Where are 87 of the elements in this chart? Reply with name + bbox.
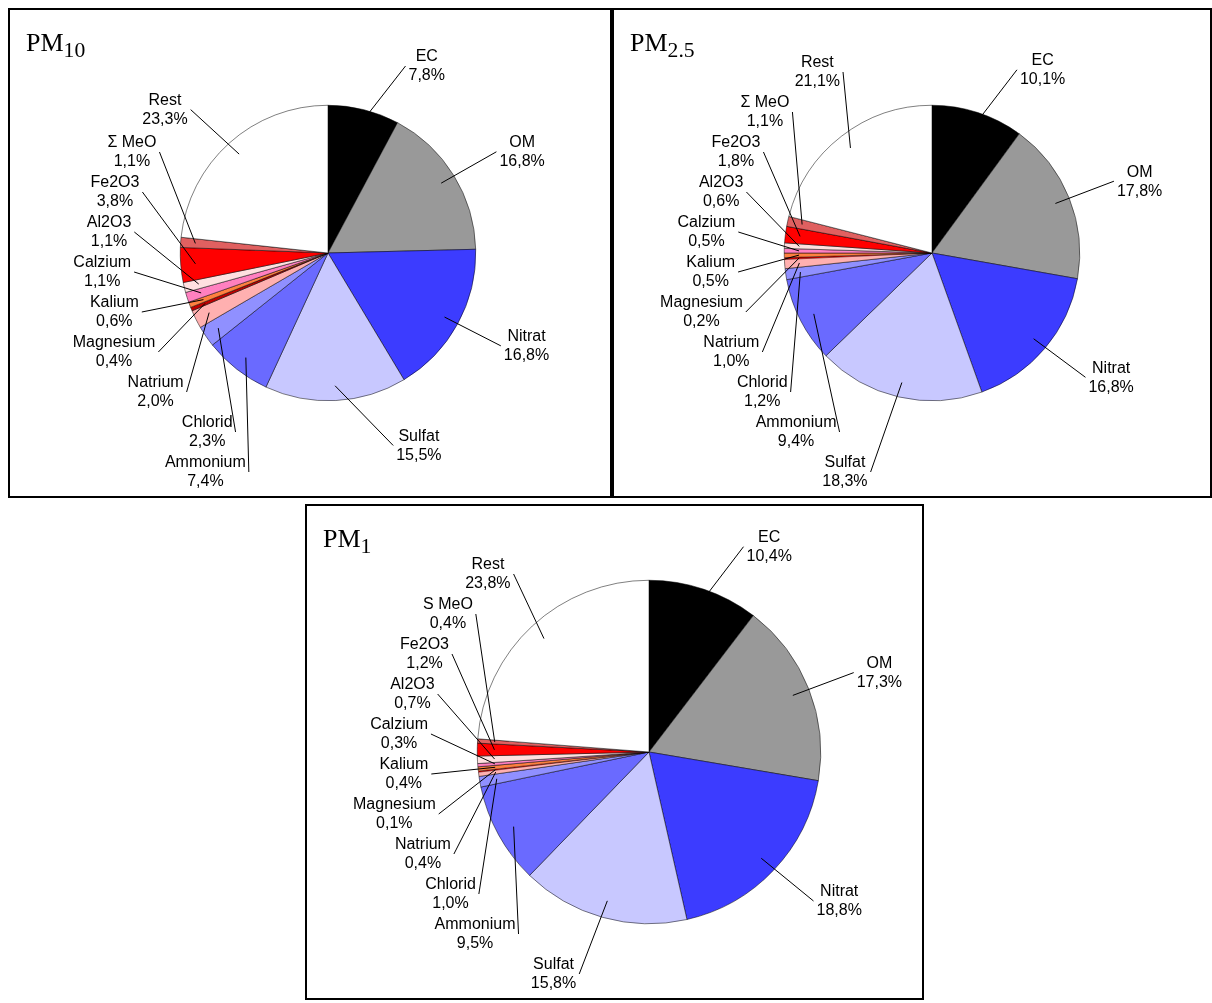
data-label: 2,0% xyxy=(137,392,174,410)
data-label: 9,5% xyxy=(456,934,494,952)
slice-label: EC xyxy=(1031,51,1054,69)
data-label: 18,3% xyxy=(822,472,868,490)
data-label: 0,4% xyxy=(95,352,133,370)
slice-label: Calzium xyxy=(73,253,132,271)
slice-label: Rest xyxy=(471,555,505,573)
data-label: 1,2% xyxy=(744,392,781,410)
data-label: 1,2% xyxy=(406,654,443,672)
data-label: 7,8% xyxy=(408,66,445,84)
slice-label: Fe2O3 xyxy=(90,173,140,191)
data-label: 21,1% xyxy=(794,72,841,90)
slice-label: Al2O3 xyxy=(86,213,132,231)
data-label: 0,1% xyxy=(376,814,413,832)
data-label: 0,4% xyxy=(429,614,467,632)
slice-label: Sulfat xyxy=(533,955,575,973)
slice-label: Calzium xyxy=(677,213,736,231)
chart-title: PM$_{2.5}$ xyxy=(630,28,695,64)
slice-label: EC xyxy=(758,528,781,546)
slice-label: Sulfat xyxy=(398,426,440,444)
slice-label: Fe2O3 xyxy=(711,133,761,151)
slice-label: Natrium xyxy=(703,333,760,351)
slice-label: Sulfat xyxy=(824,453,866,471)
data-label: 0,2% xyxy=(683,312,720,330)
data-label: 1,1% xyxy=(83,272,121,290)
slice-label: S MeO xyxy=(423,595,473,613)
data-label: 1,1% xyxy=(90,232,128,250)
data-label: 1,0% xyxy=(432,894,469,912)
slice-label: Rest xyxy=(148,91,182,109)
slice-label: Chlorid xyxy=(736,373,788,391)
slice-label: Σ MeO xyxy=(107,133,157,151)
data-label: 15,8% xyxy=(530,974,577,992)
slice-label: Nitrat xyxy=(820,882,859,900)
data-label: 1,1% xyxy=(746,112,784,130)
slice-label: Chlorid xyxy=(425,875,476,893)
data-label: 16,8% xyxy=(499,152,545,170)
slice-label: OM xyxy=(509,133,535,151)
data-label: 7,4% xyxy=(187,472,224,490)
data-label: 17,8% xyxy=(1116,181,1163,199)
slice-label: Kalium xyxy=(686,253,736,271)
data-label: 0,6% xyxy=(702,192,740,210)
slice-label: Nitrat xyxy=(507,327,547,345)
data-label: 3,8% xyxy=(96,192,134,210)
slice-label: Natrium xyxy=(394,835,451,853)
data-label: 1,8% xyxy=(717,152,755,170)
data-label: 17,3% xyxy=(856,673,903,691)
data-label: 16,8% xyxy=(1088,377,1134,395)
slice-label: Magnesium xyxy=(72,333,156,351)
data-label: 0,7% xyxy=(394,694,431,712)
slice-label: Magnesium xyxy=(660,293,743,311)
slice-label: Chlorid xyxy=(181,413,233,431)
data-label: 0,4% xyxy=(404,854,442,872)
data-label: 18,8% xyxy=(816,901,862,919)
slice-label: Fe2O3 xyxy=(400,635,450,653)
data-label: 10,1% xyxy=(1019,70,1066,88)
slice-label: Kalium xyxy=(89,293,139,311)
data-label: 10,4% xyxy=(746,547,792,565)
slice-label: Kalium xyxy=(379,755,429,773)
slice-label: Al2O3 xyxy=(390,675,435,693)
data-label: 0,3% xyxy=(380,734,418,752)
data-label: 15,5% xyxy=(396,445,442,463)
data-label: 0,4% xyxy=(385,774,423,792)
chart-title: PM$_{1}$ xyxy=(323,524,372,560)
data-label: 1,1% xyxy=(113,152,151,170)
slice-label: Natrium xyxy=(127,373,184,391)
slice-label: Nitrat xyxy=(1092,358,1131,376)
data-label: 0,6% xyxy=(96,312,133,330)
data-label: 23,3% xyxy=(142,110,188,128)
data-label: 0,5% xyxy=(692,272,729,290)
data-label: 16,8% xyxy=(503,346,550,364)
data-label: 23,8% xyxy=(465,574,511,592)
slice-label: Calzium xyxy=(370,715,428,733)
slice-label: OM xyxy=(866,654,893,672)
slice-label: Rest xyxy=(800,53,835,71)
slice-label: Ammonium xyxy=(434,915,516,933)
data-label: 2,3% xyxy=(188,432,226,450)
slice-label: EC xyxy=(415,47,438,65)
data-label: 1,0% xyxy=(713,352,750,370)
slice-label: OM xyxy=(1126,162,1153,180)
data-label: 9,4% xyxy=(777,432,815,450)
chart-title: PM$_{10}$ xyxy=(26,28,86,64)
slice-label: Σ MeO xyxy=(740,93,790,111)
slice-label: Magnesium xyxy=(352,795,436,813)
slice-label: Ammonium xyxy=(755,413,837,431)
slice-label: Ammonium xyxy=(164,453,246,471)
data-label: 0,5% xyxy=(688,232,725,250)
slice-label: Al2O3 xyxy=(698,173,744,191)
